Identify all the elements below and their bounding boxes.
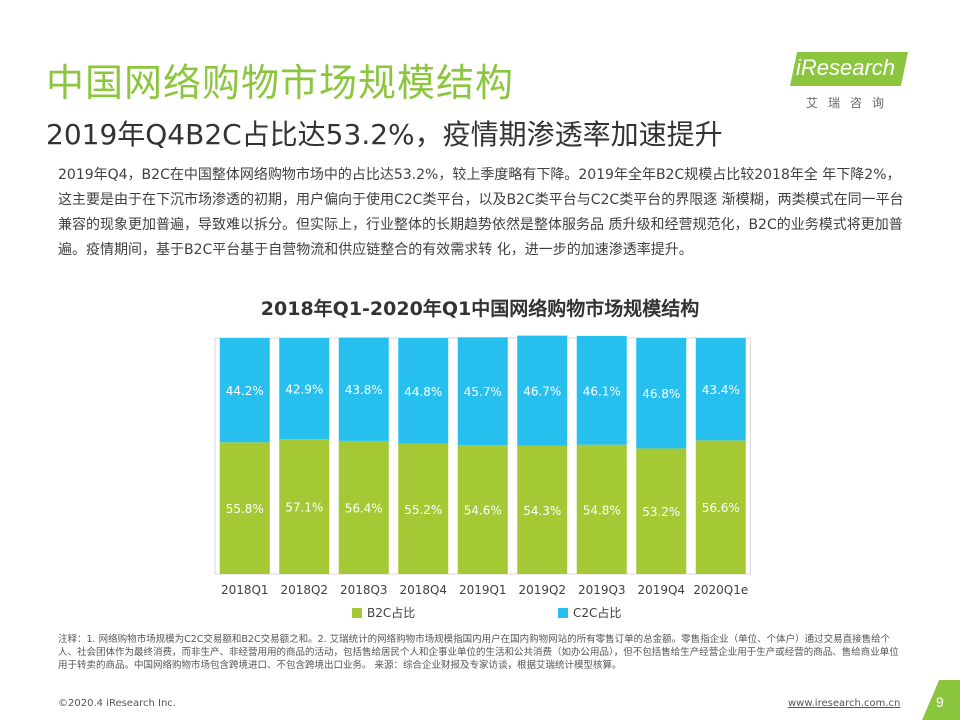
x-tick-label: 2018Q1	[221, 583, 269, 597]
data-label-b2c: 54.8%	[583, 503, 621, 517]
data-label-b2c: 57.1%	[285, 501, 323, 515]
bar-b2c	[338, 440, 389, 574]
data-label-b2c: 56.4%	[345, 501, 383, 515]
bar-c2c	[398, 338, 449, 444]
bar-c2c	[576, 335, 627, 445]
summary-paragraph: 2019年Q4，B2C在中国整体网络购物市场中的占比达53.2%，较上季度略有下…	[58, 167, 904, 258]
bar-b2c	[219, 442, 270, 574]
data-label-b2c: 54.3%	[523, 504, 561, 518]
x-tick-label: 2018Q3	[340, 583, 388, 597]
bar-c2c	[517, 335, 568, 446]
legend-swatch-b2c	[352, 608, 362, 618]
bar-c2c	[219, 338, 270, 443]
legend-label-b2c: B2C占比	[367, 605, 415, 620]
website-link[interactable]: www.iresearch.com.cn	[788, 698, 901, 709]
data-label-c2c: 44.2%	[226, 384, 264, 398]
legend-swatch-c2c	[558, 608, 568, 618]
x-tick-label: 2018Q4	[399, 583, 447, 597]
bar-b2c	[279, 439, 330, 574]
data-label-c2c: 43.8%	[345, 383, 383, 397]
bar-c2c	[636, 338, 687, 449]
logo-tagline: 艾瑞咨询	[806, 96, 895, 110]
data-label-c2c: 43.4%	[702, 383, 740, 397]
data-label-c2c: 46.1%	[583, 384, 621, 398]
data-label-b2c: 54.6%	[464, 504, 502, 518]
data-label-c2c: 45.7%	[464, 385, 502, 399]
data-label-c2c: 42.9%	[285, 383, 323, 397]
bar-c2c	[338, 337, 389, 441]
bar-b2c	[517, 445, 568, 574]
stacked-bar-chart: 55.8% 44.2% 2018Q1 57.1% 42.9% 2018Q2 56.4% 43.…	[214, 335, 751, 620]
bar-b2c	[457, 445, 508, 574]
data-label-b2c: 56.6%	[702, 501, 740, 515]
footnotes: 注释：1. 网络购物市场规模为C2C交易额和B2C交易额之和。2. 艾瑞统计的网…	[58, 634, 899, 671]
page-number: 9	[936, 694, 944, 710]
data-label-c2c: 44.8%	[404, 385, 442, 399]
x-tick-label: 2019Q1	[459, 583, 507, 597]
copyright: ©2020.4 iResearch Inc.	[58, 698, 176, 709]
x-tick-label: 2019Q3	[578, 583, 626, 597]
data-label-b2c: 55.2%	[404, 503, 442, 517]
bar-c2c	[695, 338, 746, 441]
x-tick-label: 2018Q2	[280, 583, 328, 597]
page-subtitle: 2019年Q4B2C占比达53.2%，疫情期渗透率加速提升	[46, 118, 723, 151]
x-tick-label: 2020Q1e	[693, 583, 748, 597]
bar-b2c	[576, 444, 627, 574]
bar-c2c	[279, 338, 330, 440]
bar-b2c	[636, 448, 687, 574]
data-label-b2c: 53.2%	[642, 505, 680, 519]
chart-title: 2018年Q1-2020年Q1中国网络购物市场规模结构	[260, 298, 700, 320]
legend-label-c2c: C2C占比	[573, 605, 621, 620]
x-tick-label: 2019Q4	[637, 583, 685, 597]
iresearch-logo: iResearch 艾瑞咨询	[784, 52, 914, 112]
bar-b2c	[695, 440, 746, 574]
logo-brand: iResearch	[796, 55, 896, 80]
bar-b2c	[398, 443, 449, 574]
x-tick-label: 2019Q2	[518, 583, 566, 597]
logo-badge	[790, 52, 908, 86]
page-title: 中国网络购物市场规模结构	[46, 61, 515, 105]
data-label-c2c: 46.8%	[642, 387, 680, 401]
bar-c2c	[457, 337, 508, 446]
data-label-b2c: 55.8%	[226, 502, 264, 516]
data-label-c2c: 46.7%	[523, 385, 561, 399]
